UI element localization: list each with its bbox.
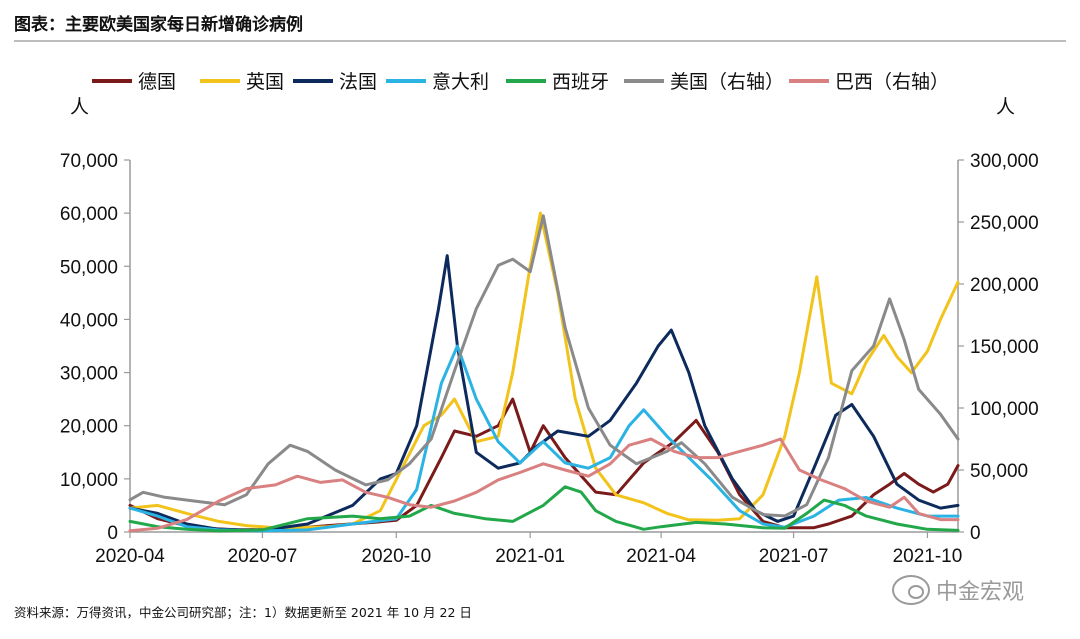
legend-label: 西班牙 xyxy=(552,71,609,93)
watermark: 中金宏观 xyxy=(892,574,1024,606)
y-left-tick-label: 70,000 xyxy=(60,151,118,172)
chart-series xyxy=(128,211,960,533)
y-left-tick-label: 50,000 xyxy=(60,257,118,278)
x-tick-label: 2020-07 xyxy=(228,546,298,567)
series-line xyxy=(128,437,960,533)
y-right-tick-label: 150,000 xyxy=(970,337,1039,358)
legend-label: 法国 xyxy=(339,71,377,93)
y-right-tick-label: 250,000 xyxy=(970,213,1039,234)
wechat-bubble-icon xyxy=(892,575,930,605)
y-left-tick-label: 30,000 xyxy=(60,364,118,385)
source-note: 资料来源：万得资讯，中金公司研究部；注：1）数据更新至 2021 年 10 月 … xyxy=(14,605,472,620)
legend-label: 德国 xyxy=(138,71,176,93)
y-right-tick-label: 0 xyxy=(970,523,981,544)
watermark-text: 中金宏观 xyxy=(936,580,1025,605)
chart-legend: 德国 英国 法国 意大利 西班牙 美国（右轴） 巴西（右轴） xyxy=(92,71,949,93)
y-right-tick-label: 50,000 xyxy=(970,461,1028,482)
y-left-tick-label: 40,000 xyxy=(60,310,118,331)
legend-label: 美国（右轴） xyxy=(670,71,784,93)
x-tick-label: 2021-07 xyxy=(759,546,829,567)
y-left-tick-label: 0 xyxy=(107,523,118,544)
x-tick-label: 2020-04 xyxy=(95,546,165,567)
title-divider xyxy=(14,40,1066,42)
page-title: 图表：主要欧美国家每日新增确诊病例 xyxy=(14,15,303,35)
x-tick-label: 2020-10 xyxy=(361,546,431,567)
y-left-tick-label: 60,000 xyxy=(60,204,118,225)
y-left-tick-label: 10,000 xyxy=(60,470,118,491)
x-tick-label: 2021-10 xyxy=(893,546,963,567)
y-left-tick-label: 20,000 xyxy=(60,417,118,438)
x-tick-label: 2021-04 xyxy=(626,546,696,567)
line-chart: 德国 英国 法国 意大利 西班牙 美国（右轴） 巴西（右轴） 人 人 0 10,000 20,0… xyxy=(60,71,1039,567)
y-right-tick-label: 200,000 xyxy=(970,275,1039,296)
series-line xyxy=(128,485,960,533)
series-line xyxy=(128,344,960,533)
legend-label: 巴西（右轴） xyxy=(835,71,949,93)
y-axis-right-label: 人 xyxy=(996,96,1015,118)
y-axis-left-label: 人 xyxy=(70,96,89,118)
series-line xyxy=(128,214,960,518)
x-tick-label: 2021-01 xyxy=(495,546,565,567)
legend-label: 意大利 xyxy=(432,71,489,93)
y-right-tick-label: 300,000 xyxy=(970,151,1039,172)
y-right-tick-label: 100,000 xyxy=(970,399,1039,420)
series-line xyxy=(128,254,960,532)
legend-label: 英国 xyxy=(246,71,284,93)
series-line xyxy=(128,211,960,530)
